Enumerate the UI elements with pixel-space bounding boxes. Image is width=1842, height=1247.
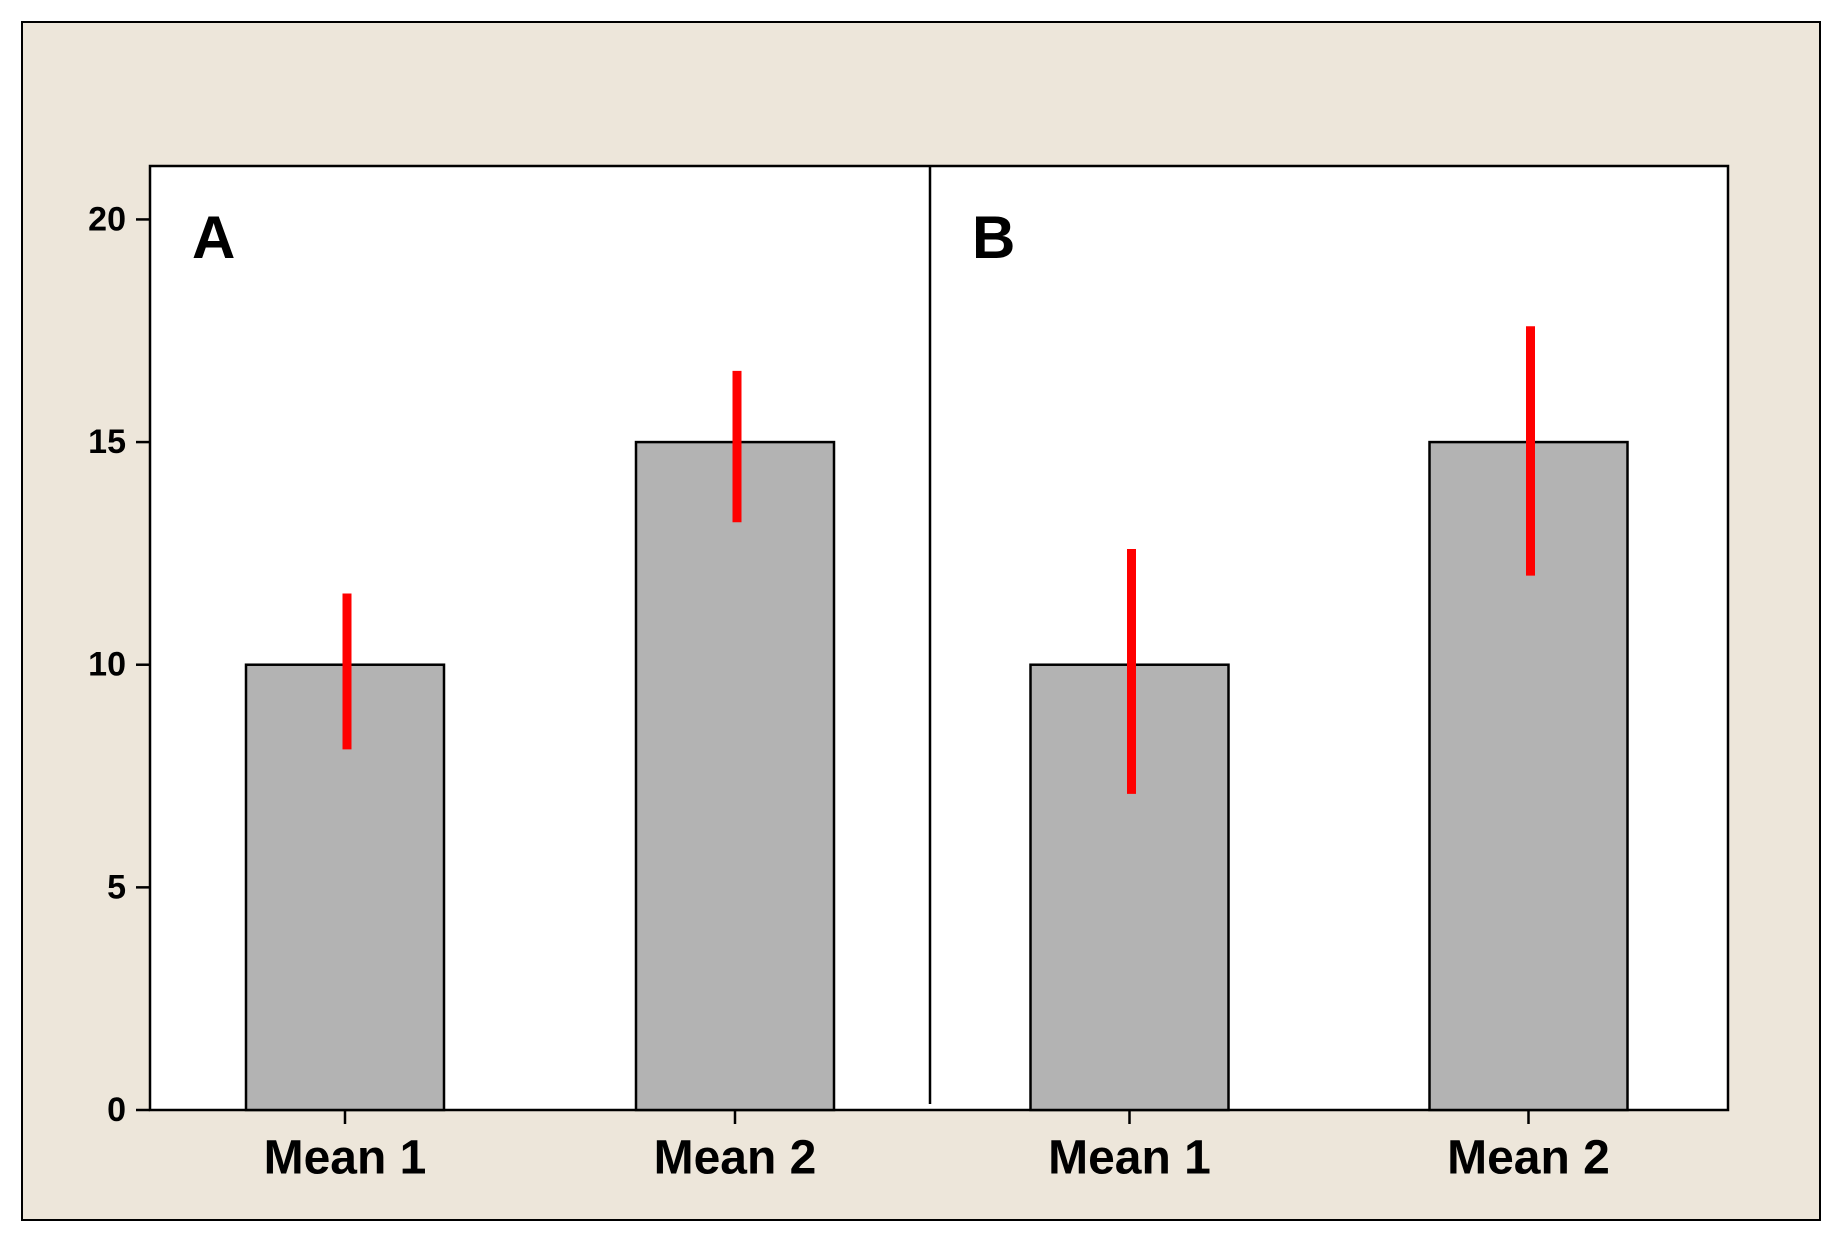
bar <box>1428 440 1629 1112</box>
x-category-label: Mean 1 <box>264 1132 427 1185</box>
x-category-label: Mean 2 <box>1447 1132 1610 1185</box>
panel-label: A <box>192 204 235 271</box>
y-tick-label: 10 <box>88 646 126 684</box>
bar <box>244 663 446 1112</box>
labels-group: 0 5 10 15 20 A Mean 1 Mean 2 B Mean 1 Mean 2 <box>88 200 1610 1184</box>
y-tick-label: 5 <box>107 868 126 906</box>
bars-group <box>244 326 1629 1112</box>
y-tick-label: 15 <box>88 423 126 461</box>
x-category-label: Mean 2 <box>654 1132 817 1185</box>
panel-label: B <box>972 204 1015 271</box>
y-tick-label: 0 <box>107 1091 126 1129</box>
y-axis <box>136 166 1530 1124</box>
y-tick-label: 20 <box>88 200 126 238</box>
bar <box>634 440 836 1112</box>
x-category-label: Mean 1 <box>1048 1132 1211 1185</box>
